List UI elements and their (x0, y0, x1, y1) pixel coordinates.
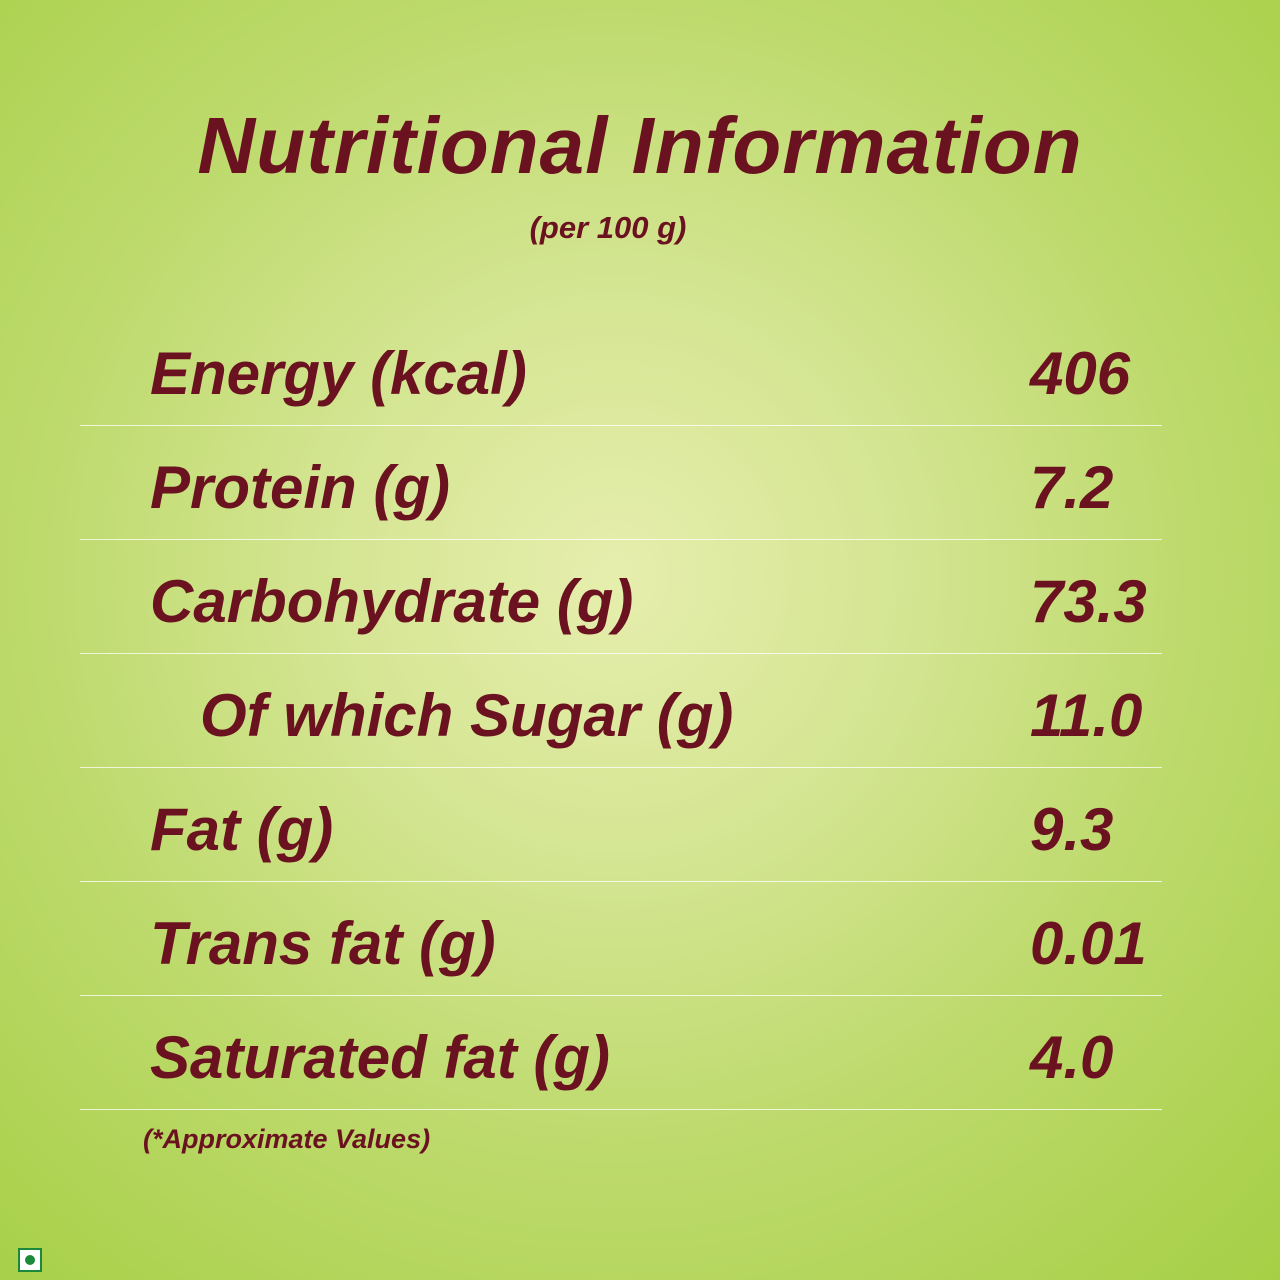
subtitle: (per 100 g) (529, 210, 687, 245)
table-row: Fat (g) 9.3 (80, 767, 1162, 882)
veg-symbol (18, 1248, 42, 1272)
row-label: Of which Sugar (g) (200, 682, 734, 749)
row-value: 4.0 (1030, 1024, 1114, 1091)
row-value: 73.3 (1030, 568, 1147, 635)
row-label: Fat (g) (150, 796, 334, 863)
row-value: 9.3 (1030, 796, 1114, 863)
footnote: (*Approximate Values) (143, 1124, 431, 1154)
table-row: Of which Sugar (g) 11.0 (80, 653, 1162, 768)
table-row: Energy (kcal) 406 (80, 311, 1162, 426)
row-value: 7.2 (1030, 454, 1114, 521)
row-label: Trans fat (g) (150, 910, 496, 977)
row-label: Protein (g) (150, 454, 450, 521)
table-row: Protein (g) 7.2 (80, 425, 1162, 540)
row-label: Saturated fat (g) (150, 1024, 611, 1091)
title: Nutritional Information (197, 101, 1083, 190)
row-value: 11.0 (1030, 682, 1143, 749)
row-value: 406 (1030, 340, 1131, 407)
table-row: Saturated fat (g) 4.0 (80, 995, 1162, 1110)
row-label: Energy (kcal) (150, 340, 527, 407)
row-label: Carbohydrate (g) (150, 568, 634, 635)
row-value: 0.01 (1030, 910, 1147, 977)
table-row: Trans fat (g) 0.01 (80, 881, 1162, 996)
table-row: Carbohydrate (g) 73.3 (80, 539, 1162, 654)
